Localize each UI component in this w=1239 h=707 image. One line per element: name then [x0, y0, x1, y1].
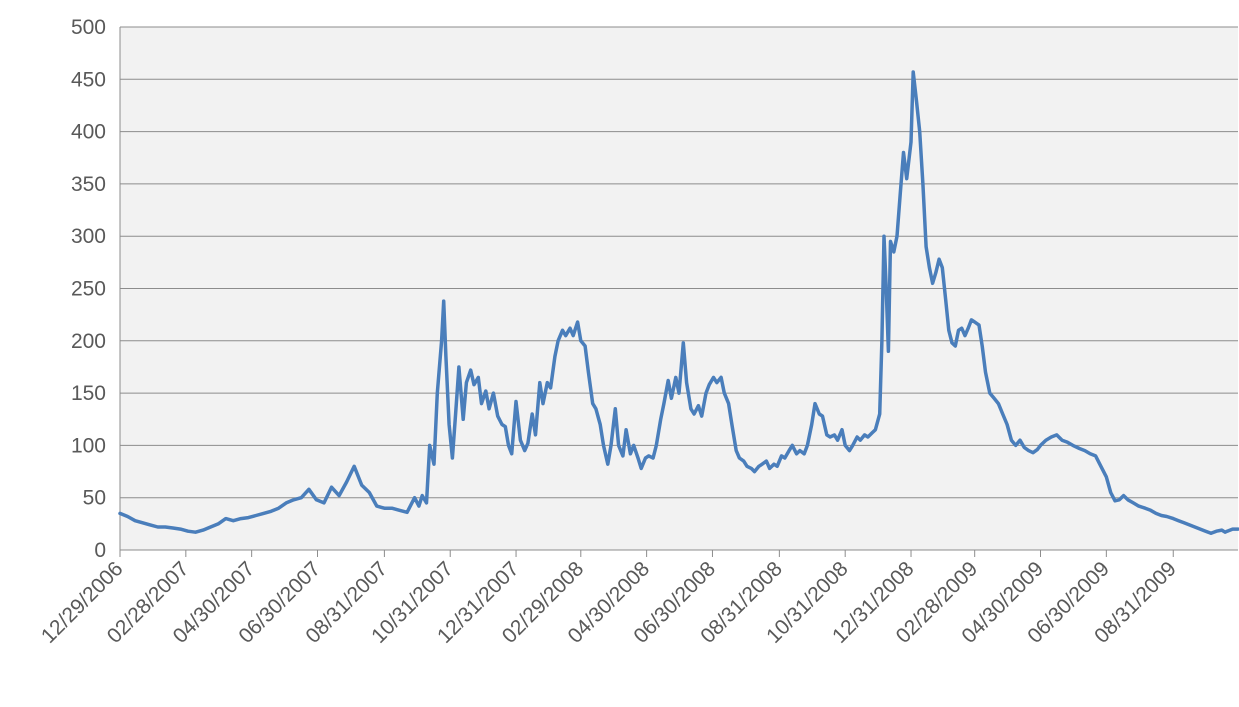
y-tick-label: 400 [71, 121, 106, 144]
y-tick-label: 0 [94, 539, 106, 562]
y-tick-label: 250 [71, 278, 106, 301]
y-tick-label: 450 [71, 68, 106, 91]
x-axis-tick-labels: 12/29/200602/28/200704/30/200706/30/2007… [37, 557, 1181, 648]
y-tick-label: 300 [71, 225, 106, 248]
y-tick-label: 100 [71, 434, 106, 457]
series-line [118, 70, 1239, 536]
axes [119, 27, 1238, 557]
y-tick-label: 150 [71, 382, 106, 405]
y-axis-tick-labels: 0 50 100 150 200 250 300 350 400 450 500 [71, 16, 106, 562]
y-tick-label: 500 [71, 16, 106, 39]
y-tick-label: 50 [83, 487, 106, 510]
series-group [118, 70, 1239, 536]
y-tick-label: 350 [71, 173, 106, 196]
y-tick-label: 200 [71, 330, 106, 353]
